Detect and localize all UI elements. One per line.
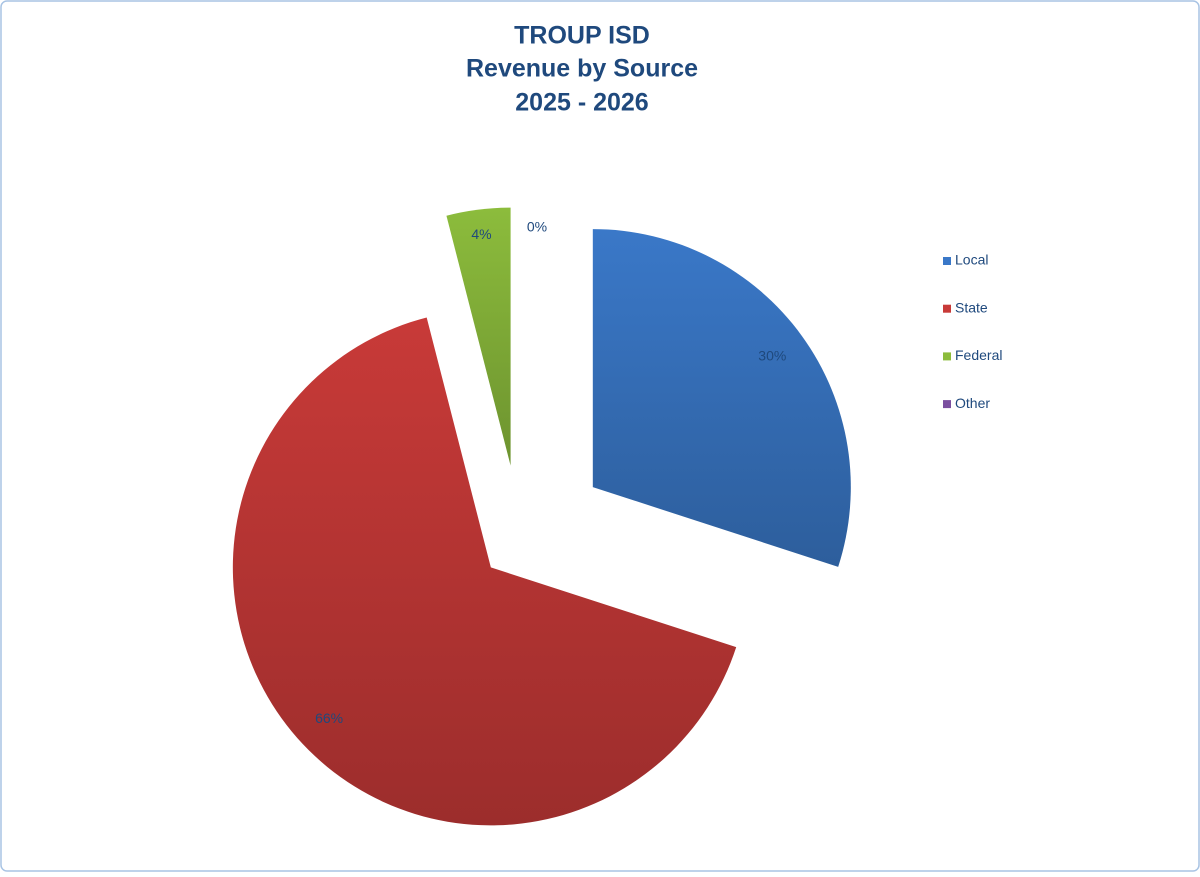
legend-label: State [955, 299, 988, 315]
legend-swatch [943, 304, 951, 313]
data-label: 30% [758, 347, 786, 363]
chart-title: Revenue by Source [466, 55, 698, 83]
pie-slice [446, 207, 511, 466]
data-label: 66% [315, 710, 343, 726]
pie-slice [592, 229, 851, 567]
chart-title: 2025 - 2026 [515, 89, 648, 117]
pie-slice [232, 317, 737, 826]
data-label: 0% [527, 219, 547, 235]
legend-swatch [943, 352, 951, 361]
legend-label: Federal [955, 347, 1002, 363]
legend-swatch [943, 400, 951, 409]
legend-swatch [943, 257, 951, 265]
legend-label: Local [955, 252, 988, 268]
legend-label: Other [955, 395, 990, 411]
data-label: 4% [471, 226, 491, 242]
chart-title: TROUP ISD [514, 22, 650, 50]
